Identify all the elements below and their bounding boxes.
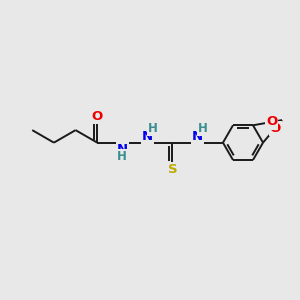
Text: N: N (142, 130, 153, 143)
Text: N: N (117, 142, 128, 156)
Text: S: S (167, 163, 177, 176)
Text: H: H (117, 150, 127, 163)
Text: O: O (266, 116, 278, 128)
Text: O: O (92, 110, 103, 123)
Text: H: H (148, 122, 158, 135)
Text: H: H (198, 122, 208, 135)
Text: O: O (270, 122, 281, 135)
Text: N: N (192, 130, 203, 143)
